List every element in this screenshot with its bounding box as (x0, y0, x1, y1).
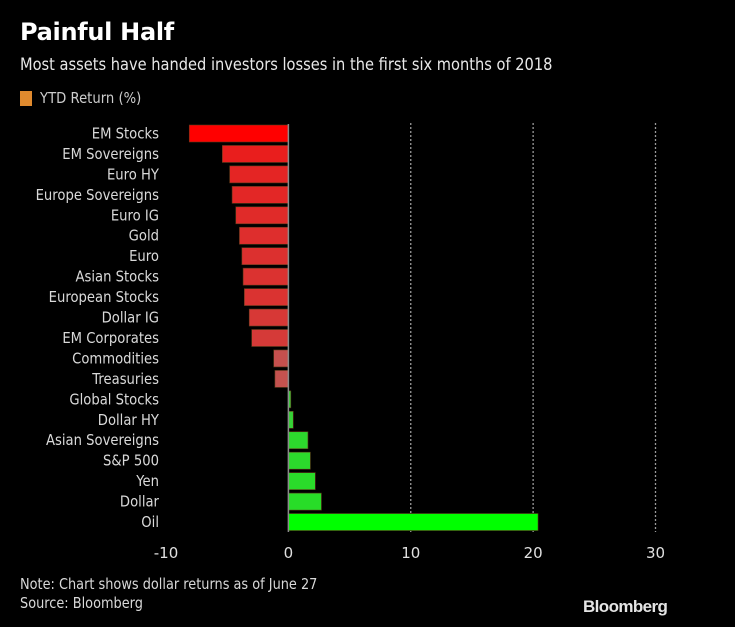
x-tick-label: 20 (524, 544, 543, 562)
bar-dollar-ig (248, 308, 289, 327)
source-text: Source: Bloomberg (20, 594, 143, 612)
category-label: Euro (129, 248, 159, 265)
bar-dollar (288, 492, 322, 511)
category-label: S&P 500 (103, 453, 159, 470)
bar-euro-hy (229, 165, 289, 184)
bar-europe-sovereigns (231, 186, 289, 204)
category-label: Dollar HY (98, 412, 160, 429)
bar-treasuries (274, 370, 289, 388)
bar-s-p-500 (288, 451, 311, 470)
chart-title: Painful Half (20, 18, 174, 46)
category-label: European Stocks (49, 289, 159, 306)
category-label: Global Stocks (69, 392, 159, 409)
category-label: Commodities (72, 351, 159, 368)
category-label: Treasuries (91, 371, 159, 388)
bar-yen (288, 472, 316, 490)
x-tick-label: -10 (154, 544, 179, 562)
category-label: Euro IG (111, 208, 159, 225)
bar-em-corporates (251, 329, 289, 347)
bar-em-sovereigns (221, 145, 289, 163)
bar-gold (239, 226, 289, 245)
bloomberg-logo: Bloomberg (583, 597, 668, 616)
bar-commodities (273, 349, 289, 368)
category-label: Gold (129, 228, 159, 245)
category-label: Oil (141, 514, 159, 531)
bar-asian-stocks (242, 267, 289, 286)
legend-swatch (20, 90, 32, 106)
category-label: Asian Stocks (75, 269, 159, 286)
bar-euro-ig (235, 206, 289, 225)
x-tick-label: 0 (284, 544, 294, 562)
category-label: EM Sovereigns (62, 146, 159, 163)
category-label: Dollar (120, 494, 159, 511)
category-label: Dollar IG (102, 310, 159, 327)
x-tick-label: 30 (646, 544, 665, 562)
bar-oil (288, 513, 539, 531)
chart-subtitle: Most assets have handed investors losses… (20, 55, 553, 75)
category-label: Asian Sovereigns (46, 433, 159, 450)
footnote: Note: Chart shows dollar returns as of J… (20, 575, 317, 613)
bar-euro (241, 247, 289, 265)
legend: YTD Return (%) (20, 89, 155, 107)
bar-european-stocks (244, 288, 289, 306)
bar-em-stocks (188, 124, 289, 143)
bar-asian-sovereigns (288, 431, 309, 450)
x-tick-label: 10 (401, 544, 420, 562)
category-label: Europe Sovereigns (36, 187, 159, 204)
category-label: EM Stocks (92, 126, 159, 143)
note-text: Note: Chart shows dollar returns as of J… (20, 575, 318, 593)
category-label: EM Corporates (62, 330, 159, 347)
legend-label: YTD Return (%) (40, 89, 142, 107)
category-label: Euro HY (107, 167, 159, 184)
category-label: Yen (135, 473, 159, 490)
